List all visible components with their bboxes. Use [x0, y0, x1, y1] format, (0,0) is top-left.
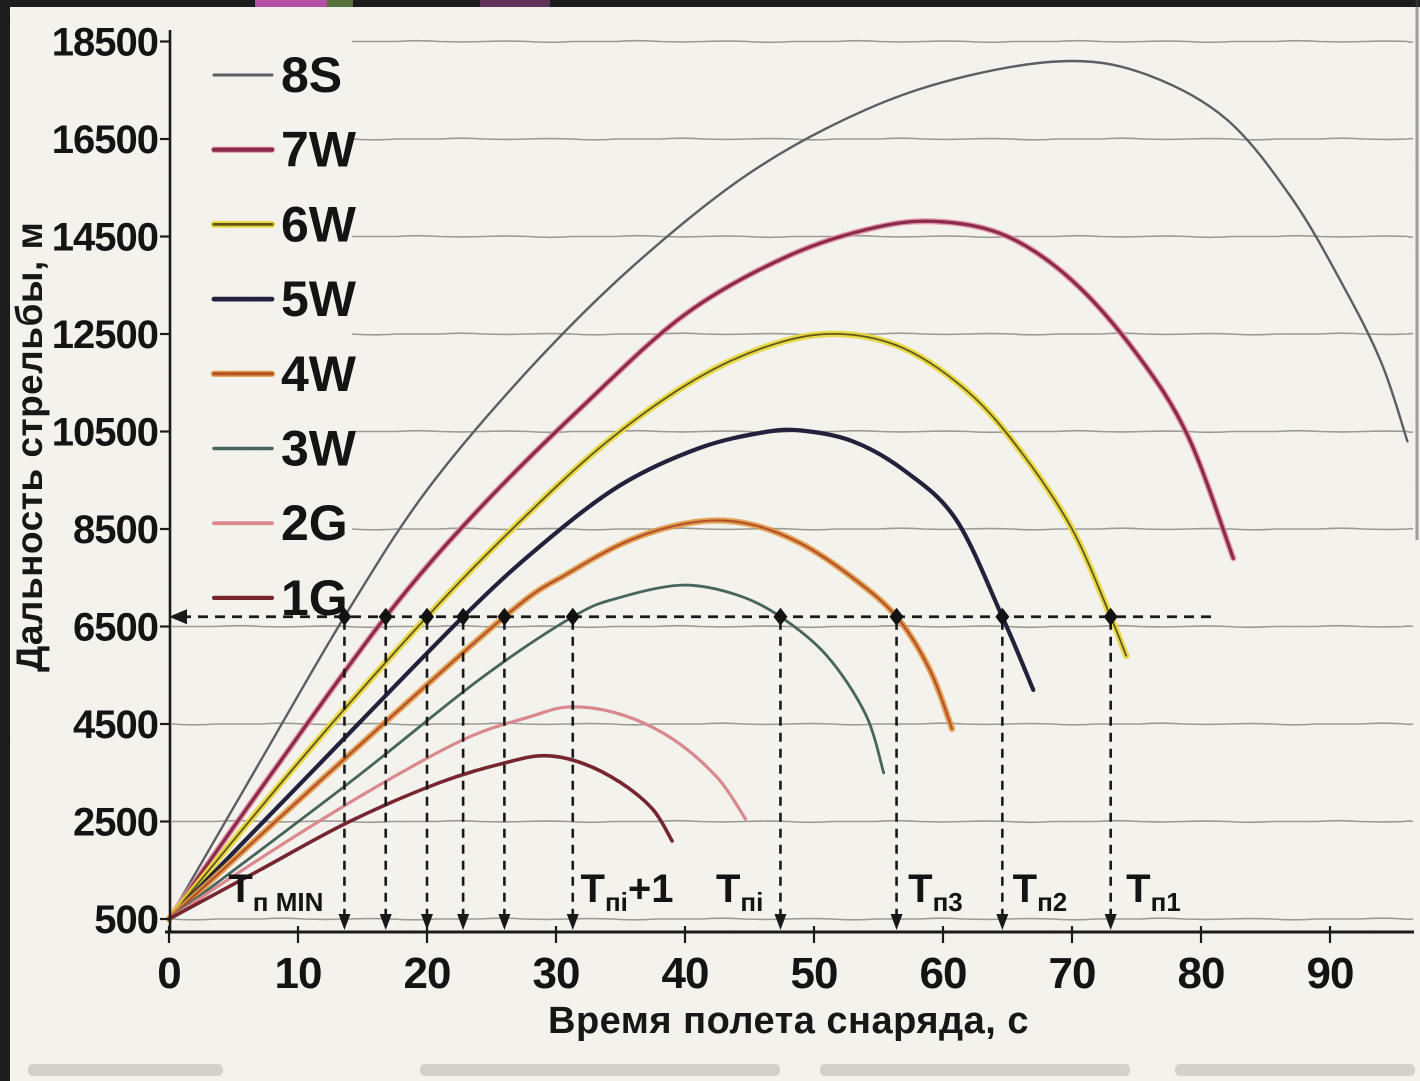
- flight-time-label-3: Tп3: [908, 867, 963, 917]
- down-arrowhead-8: [996, 914, 1009, 930]
- down-arrowhead-3: [457, 914, 470, 930]
- flight-time-label-0: Tп MIN: [228, 867, 323, 917]
- legend-label-5W: 5W: [281, 271, 357, 327]
- scan-border-left: [0, 0, 10, 1081]
- intersection-marker-7: [889, 607, 904, 626]
- flight-time-label-2: Tпi: [716, 867, 763, 917]
- legend-label-1G: 1G: [281, 570, 348, 626]
- down-arrowhead-0: [338, 914, 351, 930]
- y-tick-label-6500: 6500: [73, 606, 158, 650]
- scan-smudge-0: [28, 1064, 223, 1076]
- legend-label-3W: 3W: [281, 421, 357, 477]
- curve-1G: [167, 753, 674, 921]
- y-axis-title: Дальность стрельбы, м: [9, 221, 50, 672]
- intersection-marker-8: [995, 607, 1010, 626]
- intersection-marker-4: [497, 607, 512, 626]
- scan-smudge-1: [420, 1064, 780, 1076]
- intersection-marker-9: [1103, 607, 1118, 626]
- curve-5W: [166, 427, 1036, 922]
- curve-2G: [167, 705, 748, 921]
- x-tick-label-60: 60: [920, 949, 967, 998]
- curve-3W: [167, 583, 886, 921]
- intersection-marker-2: [420, 607, 434, 626]
- x-tick-label-10: 10: [275, 949, 322, 998]
- left-arrowhead: [169, 609, 187, 625]
- y-tick-label-12500: 12500: [52, 313, 158, 357]
- y-tick-label-18500: 18500: [52, 21, 158, 65]
- x-tick-label-70: 70: [1049, 949, 1096, 998]
- down-arrowhead-5: [566, 914, 579, 930]
- curve-8S: [167, 59, 1409, 921]
- down-arrowhead-2: [421, 914, 433, 930]
- intersection-marker-5: [565, 607, 580, 626]
- intersection-marker-0: [337, 607, 352, 626]
- y-tick-label-500: 500: [94, 898, 158, 942]
- gridline-4500: [171, 722, 1414, 726]
- x-tick-label-20: 20: [404, 949, 451, 998]
- intersection-marker-6: [773, 607, 788, 626]
- flight-time-label-4: Tп2: [1013, 867, 1068, 917]
- down-arrowhead-7: [890, 914, 903, 930]
- y-tick-label-2500: 2500: [73, 801, 158, 845]
- y-tick-label-14500: 14500: [52, 216, 158, 260]
- scan-border-top: [0, 0, 1420, 7]
- down-arrowhead-9: [1104, 914, 1117, 930]
- y-tick-label-10500: 10500: [52, 411, 158, 455]
- gridline-14500: [352, 234, 1414, 239]
- scan-smudge-3: [1175, 1064, 1415, 1076]
- gridline-8500: [351, 527, 1414, 531]
- x-axis-title: Время полета снаряда, с: [548, 1000, 1030, 1042]
- y-tick-label-4500: 4500: [73, 703, 158, 747]
- gridline-2500: [171, 819, 1414, 824]
- legend-label-7W: 7W: [281, 122, 357, 178]
- y-tick-label-8500: 8500: [73, 508, 158, 552]
- legend-label-8S: 8S: [281, 47, 342, 103]
- x-tick-label-30: 30: [533, 949, 580, 998]
- x-tick-label-0: 0: [157, 949, 180, 998]
- gridline-12500: [351, 332, 1414, 336]
- y-tick-label-16500: 16500: [52, 118, 158, 162]
- down-arrowhead-1: [379, 914, 392, 930]
- flight-time-label-5: Tп1: [1126, 867, 1181, 917]
- legend-label-6W: 6W: [281, 196, 357, 252]
- down-arrowhead-6: [774, 914, 787, 930]
- x-tick-label-80: 80: [1178, 949, 1225, 998]
- scan-smudge-2: [820, 1064, 1130, 1076]
- x-tick-label-90: 90: [1307, 949, 1354, 998]
- x-tick-label-40: 40: [662, 949, 709, 998]
- legend-label-2G: 2G: [281, 495, 348, 551]
- scan-border-magenta-2: [480, 0, 550, 7]
- gridline-18500: [352, 39, 1414, 44]
- intersection-marker-3: [456, 607, 471, 626]
- scan-border-green: [327, 0, 353, 7]
- gridline-6500: [171, 624, 1414, 629]
- intersection-marker-1: [378, 607, 393, 626]
- gridline-10500: [352, 429, 1414, 434]
- down-arrowhead-4: [498, 914, 511, 930]
- gridline-16500: [351, 137, 1414, 141]
- flight-time-label-1: Tпi+1: [581, 867, 674, 917]
- x-tick-label-50: 50: [791, 949, 838, 998]
- scan-border-magenta: [255, 0, 327, 7]
- legend-label-4W: 4W: [281, 346, 357, 402]
- curve-7W: [167, 219, 1235, 921]
